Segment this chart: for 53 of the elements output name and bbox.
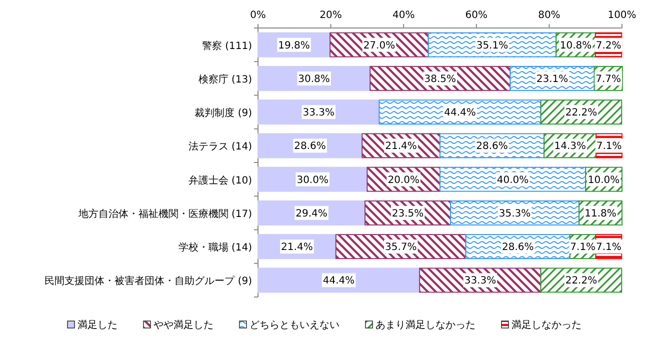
data-label: 35.3%: [498, 208, 531, 220]
x-tick-label: 20%: [320, 10, 342, 21]
data-label: 14.3%: [554, 141, 586, 152]
x-tick-label: 80%: [538, 10, 560, 21]
data-label: 23.1%: [536, 74, 568, 85]
y-tick-label: 学校・職場 (14): [178, 242, 252, 254]
data-label: 33.3%: [464, 276, 496, 287]
x-tick-label: 40%: [392, 10, 415, 21]
y-tick-label: 法テラス (14): [188, 140, 252, 153]
data-label: 44.4%: [444, 108, 476, 119]
data-label: 28.6%: [294, 141, 326, 152]
data-label: 7.1%: [570, 242, 596, 254]
legend-label: 満足した: [78, 319, 118, 331]
x-tick-label: 100%: [608, 10, 636, 21]
legend-label: どちらともいえない: [250, 320, 340, 331]
y-tick-label: 裁判制度 (9): [194, 107, 252, 120]
data-label: 11.8%: [584, 208, 616, 220]
data-label: 7.2%: [596, 40, 622, 52]
data-label: 35.7%: [384, 242, 417, 254]
data-label: 21.4%: [281, 242, 313, 254]
y-tick-label: 警察 (111): [202, 40, 252, 52]
data-label: 10.0%: [588, 174, 620, 186]
data-label: 29.4%: [296, 208, 328, 220]
data-label: 19.8%: [278, 40, 310, 52]
data-label: 23.5%: [392, 208, 424, 220]
data-label: 27.0%: [363, 40, 396, 52]
x-tick-label: 60%: [465, 10, 488, 21]
data-label: 7.1%: [596, 141, 622, 152]
data-label: 38.5%: [424, 74, 456, 85]
data-label: 33.3%: [302, 108, 334, 119]
data-label: 7.1%: [596, 242, 622, 254]
data-label: 35.1%: [476, 40, 508, 52]
data-label: 20.0%: [388, 174, 420, 186]
data-label: 40.0%: [496, 174, 529, 186]
data-label: 28.6%: [476, 141, 508, 152]
y-tick-label: 民間支援団体・被害者団体・自助グループ (9): [44, 275, 252, 288]
data-label: 10.8%: [560, 40, 592, 52]
y-tick-label: 地方自治体・福祉機関・医療機関 (17): [77, 208, 252, 220]
y-tick-label: 弁護士会 (10): [188, 174, 252, 186]
data-label: 30.0%: [296, 174, 328, 186]
legend-label: 満足しなかった: [512, 319, 582, 331]
data-label: 30.8%: [298, 74, 330, 85]
y-tick-label: 検察庁 (13): [198, 73, 252, 86]
data-label: 44.4%: [322, 276, 355, 287]
x-tick-label: 0%: [250, 10, 266, 21]
legend-label: やや満足した: [154, 319, 214, 331]
data-label: 21.4%: [385, 141, 417, 152]
bar: [258, 268, 420, 293]
legend-label: あまり満足しなかった: [376, 319, 476, 331]
data-label: 28.6%: [502, 242, 534, 254]
data-label: 22.2%: [565, 276, 598, 287]
data-label: 22.2%: [565, 108, 598, 119]
data-label: 7.7%: [596, 74, 622, 85]
